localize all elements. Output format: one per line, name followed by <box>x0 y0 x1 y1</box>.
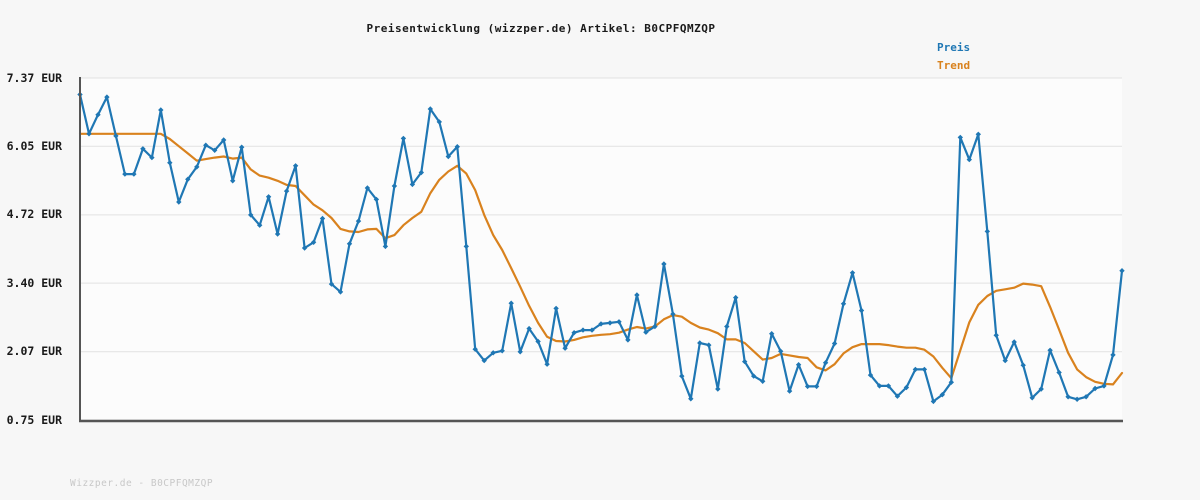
y-tick-label: 7.37 EUR <box>6 70 62 85</box>
chart-legend: Preis Trend <box>937 39 970 75</box>
y-tick-label: 6.05 EUR <box>6 138 62 153</box>
y-tick-label: 0.75 EUR <box>6 412 62 427</box>
trend-line <box>78 132 1124 386</box>
y-tick-label: 3.40 EUR <box>6 275 62 290</box>
legend-trend-label: Trend <box>937 59 971 72</box>
chart-title: Preisentwicklung (wizzper.de) Artikel: B… <box>366 22 716 35</box>
legend-price-label: Preis <box>937 41 971 54</box>
y-tick-label: 2.07 EUR <box>6 344 62 359</box>
plot-background <box>80 78 1122 420</box>
watermark: Wizzper.de - B0CPFQMZQP <box>70 478 214 489</box>
y-tick-label: 4.72 EUR <box>6 207 62 222</box>
